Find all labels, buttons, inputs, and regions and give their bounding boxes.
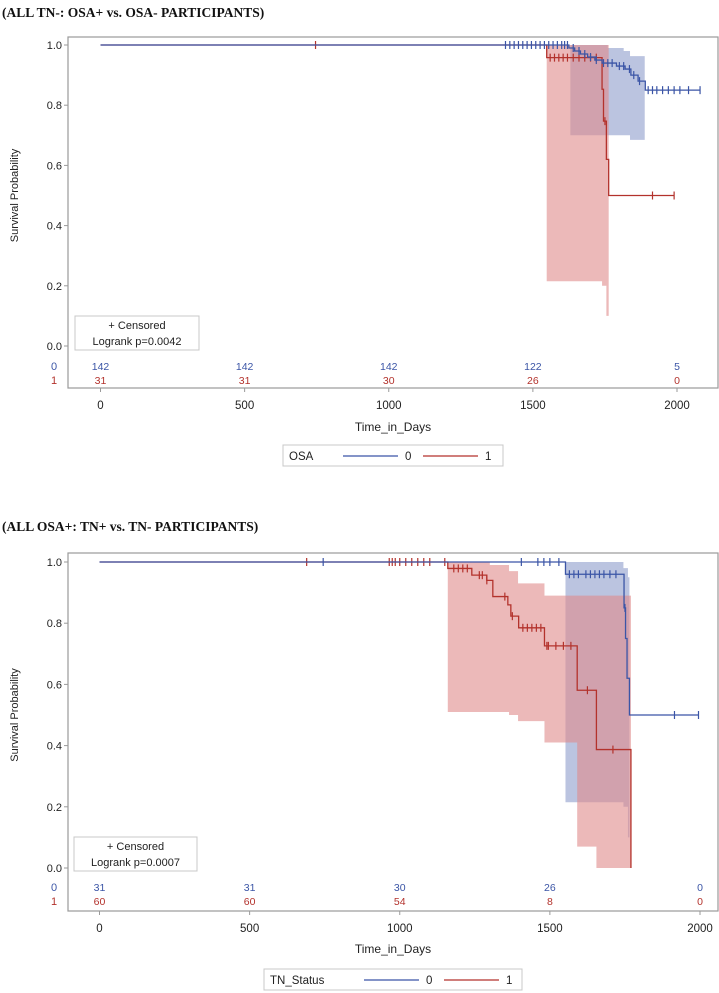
at-risk-count: 0 — [697, 896, 703, 908]
at-risk-count: 31 — [94, 882, 106, 894]
at-risk-count: 0 — [697, 882, 703, 894]
x-axis-label: Time_in_Days — [355, 420, 431, 434]
chart-title: (ALL OSA+: TN+ vs. TN- PARTICIPANTS) — [2, 519, 258, 534]
at-risk-count: 30 — [394, 882, 406, 894]
legend-label-group-1: 1 — [485, 451, 491, 463]
at-risk-count: 0 — [674, 375, 680, 387]
at-risk-count: 54 — [394, 896, 406, 908]
inset-box — [73, 836, 198, 872]
legend-label-group-0: 0 — [426, 975, 432, 987]
at-risk-count: 31 — [239, 375, 251, 387]
survival-curve-group-0 — [99, 561, 699, 716]
at-risk-count: 26 — [544, 882, 556, 894]
at-risk-count: 142 — [380, 361, 398, 373]
at-risk-count: 122 — [524, 361, 542, 373]
y-tick-label: 1.0 — [47, 40, 62, 52]
x-tick-label: 1000 — [376, 400, 402, 412]
at-risk-count: 31 — [244, 882, 256, 894]
censored-note: + Censored — [108, 320, 165, 332]
at-risk-count: 60 — [94, 896, 106, 908]
survival-curve-group-0 — [100, 44, 701, 91]
y-tick-label: 0.0 — [47, 863, 62, 875]
x-tick-label: 1000 — [387, 923, 413, 935]
y-tick-label: 0.8 — [47, 618, 62, 630]
at-risk-count: 26 — [527, 375, 539, 387]
x-tick-label: 1500 — [520, 400, 546, 412]
confidence-band-group-1 — [546, 45, 609, 316]
y-tick-label: 0.4 — [47, 741, 62, 753]
at-risk-group-label: 0 — [51, 361, 57, 373]
legend-title: TN_Status — [270, 975, 325, 987]
x-tick-label: 0 — [97, 400, 103, 412]
inset-box — [74, 315, 200, 351]
y-tick-label: 0.6 — [47, 160, 62, 172]
at-risk-count: 60 — [244, 896, 256, 908]
y-tick-label: 0.2 — [47, 802, 62, 814]
at-risk-count: 5 — [674, 361, 680, 373]
legend-label-group-0: 0 — [405, 451, 411, 463]
at-risk-count: 142 — [236, 361, 254, 373]
censored-note: + Censored — [107, 841, 164, 853]
y-tick-label: 0.2 — [47, 281, 62, 293]
at-risk-group-label: 0 — [51, 882, 57, 894]
x-axis-label: Time_in_Days — [355, 942, 431, 956]
at-risk-group-label: 1 — [51, 896, 57, 908]
survival-curve-group-1 — [99, 561, 632, 868]
at-risk-count: 30 — [383, 375, 395, 387]
x-tick-label: 2000 — [687, 923, 713, 935]
x-tick-label: 1500 — [537, 923, 563, 935]
x-tick-label: 500 — [240, 923, 259, 935]
y-tick-label: 0.4 — [47, 221, 62, 233]
x-tick-label: 2000 — [664, 400, 690, 412]
y-tick-label: 0.8 — [47, 100, 62, 112]
at-risk-group-label: 1 — [51, 375, 57, 387]
chart-title: (ALL TN-: OSA+ vs. OSA- PARTICIPANTS) — [2, 5, 264, 20]
logrank-p-value: Logrank p=0.0042 — [93, 336, 182, 348]
survival-curve-group-1 — [100, 44, 675, 197]
at-risk-count: 142 — [92, 361, 110, 373]
at-risk-count: 31 — [95, 375, 107, 387]
y-axis-label: Survival Probability — [9, 148, 21, 242]
x-tick-label: 0 — [96, 923, 102, 935]
legend-label-group-1: 1 — [506, 975, 512, 987]
at-risk-count: 8 — [547, 896, 553, 908]
y-tick-label: 0.6 — [47, 679, 62, 691]
logrank-p-value: Logrank p=0.0007 — [91, 857, 180, 869]
legend-title: OSA — [289, 451, 314, 463]
confidence-band-group-1 — [447, 562, 631, 868]
km-chart-1: (ALL OSA+: TN+ vs. TN- PARTICIPANTS) 0.0 0… — [2, 519, 719, 991]
y-axis-label: Survival Probability — [9, 668, 21, 762]
km-chart-0: (ALL TN-: OSA+ vs. OSA- PARTICIPANTS) 0.0… — [2, 5, 719, 467]
y-tick-label: 1.0 — [47, 557, 62, 569]
x-tick-label: 500 — [235, 400, 254, 412]
y-tick-label: 0.0 — [47, 341, 62, 353]
